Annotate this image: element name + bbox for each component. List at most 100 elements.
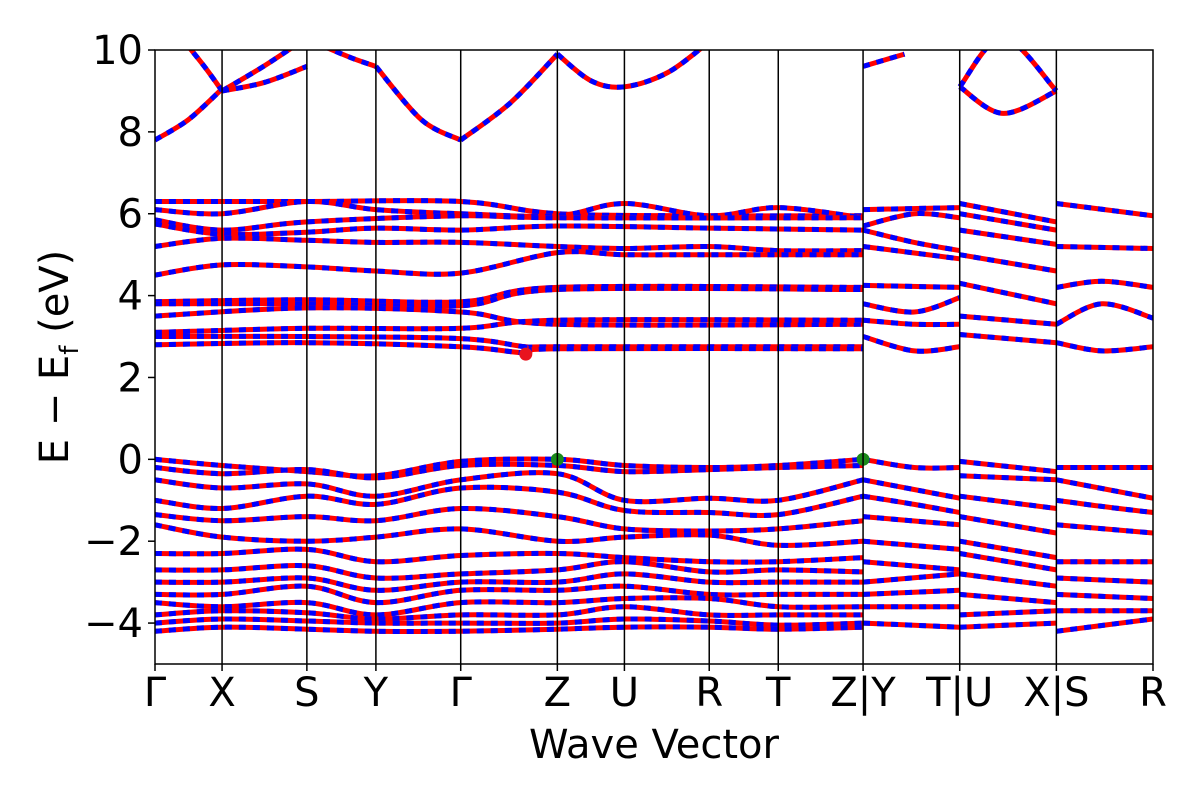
- band-line-red: [373, 64, 462, 143]
- band-line-blue: [863, 620, 960, 630]
- band-line-blue: [1056, 278, 1153, 290]
- band-lines: [155, 50, 1153, 635]
- band-line-blue: [1056, 575, 1153, 585]
- x-tick-label: Z: [544, 670, 571, 716]
- band-line-blue: [959, 280, 1057, 307]
- band-line-blue: [959, 201, 1057, 225]
- x-axis-ticks: Γ X S Y Γ Z U R T Z|Y T|U X|S R: [144, 664, 1167, 716]
- band-line-blue: [155, 484, 864, 519]
- band-line-blue: [155, 235, 864, 254]
- band-line-blue: [155, 285, 864, 310]
- band-line-blue: [1056, 522, 1153, 536]
- band-line-blue: [155, 616, 864, 628]
- band-line-blue: [959, 458, 1057, 475]
- x-tick-label: X: [208, 670, 235, 716]
- band-line-blue: [1055, 301, 1153, 327]
- x-tick-label: R: [695, 670, 723, 716]
- band-line-blue: [862, 538, 960, 552]
- y-tick-label: 10: [92, 28, 143, 74]
- band-line-blue: [155, 559, 864, 581]
- x-tick-label: U: [610, 670, 639, 716]
- band-line-blue: [959, 608, 1057, 618]
- band-line-blue: [155, 571, 864, 593]
- band-line-blue: [1056, 244, 1153, 251]
- band-line-blue: [959, 538, 1057, 561]
- y-tick-label: 0: [118, 437, 143, 483]
- band-line-blue: [959, 493, 1057, 511]
- band-line-blue: [862, 317, 960, 328]
- band-line-blue: [459, 52, 560, 143]
- y-axis-title-suffix: (eV): [32, 250, 78, 346]
- x-tick-label: X|S: [1023, 670, 1089, 716]
- band-line-blue: [862, 493, 961, 515]
- band-line-blue: [155, 249, 864, 278]
- band-line-blue: [1056, 497, 1153, 515]
- y-axis-title-subscript: f: [55, 345, 85, 355]
- band-line-red: [958, 84, 1058, 116]
- band-line-blue: [155, 583, 864, 606]
- band-line-blue: [959, 473, 1057, 483]
- band-line-red: [555, 50, 703, 90]
- band-line-blue: [959, 227, 1057, 247]
- plot-frame: [154, 49, 1154, 665]
- y-tick-label: 2: [118, 355, 143, 401]
- y-tick-label: −2: [84, 519, 143, 565]
- band-line-blue: [1055, 340, 1153, 354]
- band-line-blue: [959, 620, 1057, 630]
- band-line-blue: [959, 332, 1057, 346]
- band-line-blue: [862, 477, 961, 501]
- band-line-blue: [862, 456, 960, 471]
- y-tick-label: 6: [118, 192, 143, 238]
- y-tick-label: 8: [118, 110, 143, 156]
- x-tick-label: Y: [363, 670, 389, 716]
- band-line-blue: [1055, 477, 1153, 501]
- y-axis-ticks: 10 8 6 4 2 0 −2 −4: [84, 28, 155, 647]
- x-tick-label: S: [294, 670, 319, 716]
- band-line-blue: [155, 505, 864, 534]
- x-tick-label: T|U: [925, 670, 993, 716]
- band-line-blue: [863, 205, 960, 213]
- band-line-blue: [155, 522, 864, 548]
- band-line-blue: [155, 595, 864, 618]
- high-symmetry-lines: [221, 50, 1058, 664]
- band-line-blue: [862, 227, 961, 254]
- x-tick-label: T: [765, 670, 791, 716]
- cbm-marker: [519, 347, 533, 361]
- band-line-blue: [555, 50, 703, 90]
- y-tick-label: 4: [118, 274, 143, 320]
- band-line-blue: [959, 551, 1057, 573]
- band-line-blue: [188, 50, 225, 93]
- band-line-blue: [862, 334, 960, 354]
- band-line-red: [957, 50, 1059, 93]
- band-line-blue: [325, 50, 377, 69]
- band-line-blue: [155, 624, 864, 635]
- band-line-blue: [959, 591, 1057, 606]
- band-line-blue: [155, 340, 864, 356]
- band-line-blue: [220, 50, 294, 94]
- band-line-blue: [957, 50, 1059, 93]
- band-line-blue: [959, 313, 1057, 327]
- band-line-blue: [155, 198, 864, 221]
- band-line-blue: [862, 51, 906, 69]
- band-line-blue: [155, 604, 864, 622]
- band-line-blue: [862, 571, 960, 585]
- band-line-blue: [862, 244, 961, 262]
- x-tick-label: Γ: [450, 670, 473, 716]
- band-line-blue: [155, 87, 224, 143]
- band-line-blue: [155, 305, 864, 328]
- band-line-blue: [155, 213, 864, 233]
- band-line-blue: [862, 210, 960, 229]
- band-line-blue: [155, 470, 864, 505]
- band-line-blue: [155, 546, 864, 565]
- band-line-blue: [221, 64, 308, 94]
- band-line-blue: [862, 514, 960, 528]
- x-tick-label: R: [1139, 670, 1167, 716]
- band-line-blue: [959, 252, 1057, 274]
- band-line-blue: [373, 64, 462, 143]
- y-tick-label: −4: [84, 601, 143, 647]
- band-line-blue: [959, 211, 1057, 233]
- band-line-red: [1055, 301, 1153, 327]
- band-line-blue: [862, 587, 960, 597]
- x-tick-label: Z|Y: [830, 670, 896, 716]
